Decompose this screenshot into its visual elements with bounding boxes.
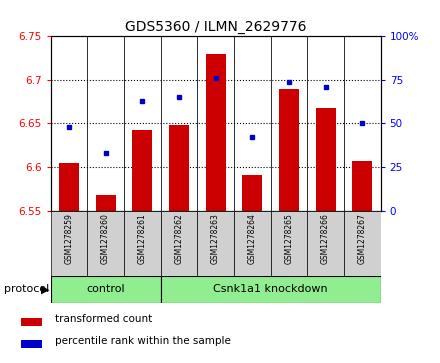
Bar — [242, 175, 262, 211]
Bar — [161, 36, 197, 211]
Bar — [234, 211, 271, 276]
Bar — [161, 211, 197, 276]
Text: GSM1278266: GSM1278266 — [321, 213, 330, 264]
Text: GSM1278262: GSM1278262 — [174, 213, 183, 264]
Text: control: control — [86, 285, 125, 294]
Bar — [307, 36, 344, 211]
Bar — [307, 211, 344, 276]
Text: GSM1278263: GSM1278263 — [211, 213, 220, 264]
Text: ▶: ▶ — [41, 285, 49, 294]
Bar — [271, 211, 307, 276]
Bar — [344, 211, 381, 276]
Bar — [124, 36, 161, 211]
Text: GSM1278261: GSM1278261 — [138, 213, 147, 264]
Bar — [169, 125, 189, 211]
Bar — [87, 36, 124, 211]
Bar — [352, 161, 372, 211]
Bar — [87, 211, 124, 276]
Text: GSM1278264: GSM1278264 — [248, 213, 257, 264]
Text: GSM1278260: GSM1278260 — [101, 213, 110, 264]
Text: transformed count: transformed count — [55, 314, 152, 324]
Text: GSM1278259: GSM1278259 — [64, 213, 73, 264]
Bar — [344, 36, 381, 211]
Bar — [51, 36, 87, 211]
Bar — [124, 211, 161, 276]
Bar — [95, 195, 116, 211]
Bar — [132, 130, 152, 211]
Bar — [197, 36, 234, 211]
Bar — [205, 54, 226, 211]
Text: GSM1278265: GSM1278265 — [284, 213, 293, 264]
Text: protocol: protocol — [4, 285, 50, 294]
Text: percentile rank within the sample: percentile rank within the sample — [55, 336, 231, 346]
Bar — [197, 211, 234, 276]
Bar — [315, 108, 336, 211]
Bar — [234, 36, 271, 211]
Bar — [22, 340, 42, 348]
Bar — [51, 211, 87, 276]
Bar — [59, 163, 79, 211]
Bar — [51, 276, 161, 303]
Bar — [271, 36, 307, 211]
Text: GSM1278267: GSM1278267 — [358, 213, 367, 264]
Bar — [22, 318, 42, 326]
Text: GDS5360 / ILMN_2629776: GDS5360 / ILMN_2629776 — [125, 20, 306, 34]
Bar — [161, 276, 381, 303]
Text: Csnk1a1 knockdown: Csnk1a1 knockdown — [213, 285, 328, 294]
Bar — [279, 89, 299, 211]
